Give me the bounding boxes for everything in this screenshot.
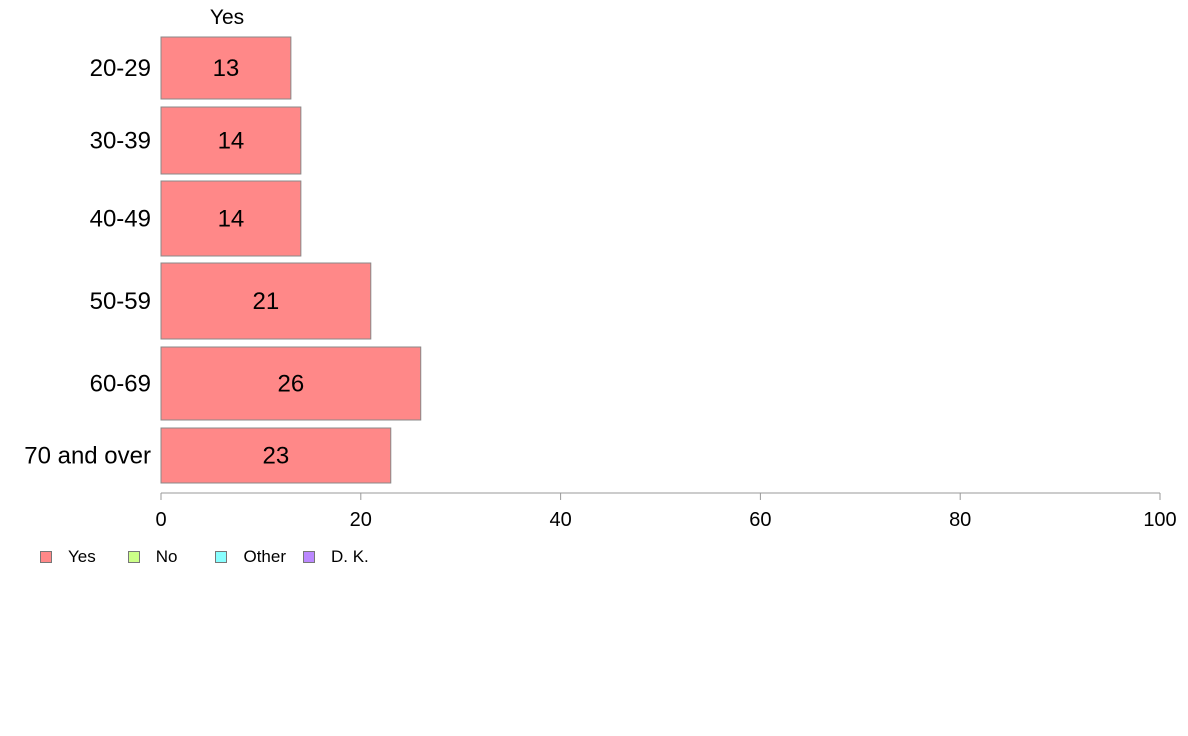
category-label-60-69: 60-69 xyxy=(90,371,151,398)
x-tick-label-20: 20 xyxy=(350,509,372,531)
category-label-50-59: 50-59 xyxy=(90,288,151,315)
x-tick-label-100: 100 xyxy=(1143,509,1176,531)
legend: Yes No Other D. K. xyxy=(40,547,369,567)
value-label-40-49: 14 xyxy=(218,206,245,233)
legend-label-dk: D. K. xyxy=(331,547,369,566)
value-label-30-39: 14 xyxy=(218,128,245,155)
category-label-70-and-over: 70 and over xyxy=(24,443,151,470)
category-label-30-39: 30-39 xyxy=(90,128,151,155)
legend-swatch-other xyxy=(215,551,228,563)
value-label-50-59: 21 xyxy=(253,288,280,315)
legend-swatch-yes xyxy=(40,551,52,563)
legend-swatch-no xyxy=(127,551,140,563)
bars-group xyxy=(160,36,422,484)
bar-40-49 xyxy=(160,180,302,257)
bar-30-39 xyxy=(160,106,302,175)
value-label-70-and-over: 23 xyxy=(263,443,290,470)
legend-label-yes: Yes xyxy=(68,547,96,566)
legend-item-other: Other xyxy=(215,547,286,567)
bar-60-69 xyxy=(160,346,422,421)
legend-swatch-dk xyxy=(303,551,315,563)
legend-label-other: Other xyxy=(243,547,286,566)
x-tick-label-40: 40 xyxy=(549,509,571,531)
x-tick-label-60: 60 xyxy=(749,509,771,531)
x-tick-label-0: 0 xyxy=(155,509,166,531)
legend-item-dk: D. K. xyxy=(303,547,369,567)
legend-label-no: No xyxy=(155,547,178,566)
column-header-label: Yes xyxy=(210,6,244,29)
value-labels: 13 14 14 21 26 23 xyxy=(213,55,305,470)
x-tick-label-80: 80 xyxy=(949,509,971,531)
bar-20-29 xyxy=(160,36,292,100)
bar-70-and-over xyxy=(160,427,392,484)
bar-50-59 xyxy=(160,262,372,340)
value-label-20-29: 13 xyxy=(213,55,240,82)
category-label-20-29: 20-29 xyxy=(90,55,151,82)
category-labels: 20-29 30-39 40-49 50-59 60-69 70 and over xyxy=(24,55,151,470)
value-label-60-69: 26 xyxy=(278,371,305,398)
legend-item-no: No xyxy=(127,547,178,567)
category-label-40-49: 40-49 xyxy=(90,206,151,233)
x-axis-ticks: 0 20 40 60 80 100 xyxy=(155,493,1177,531)
legend-item-yes: Yes xyxy=(40,547,96,567)
